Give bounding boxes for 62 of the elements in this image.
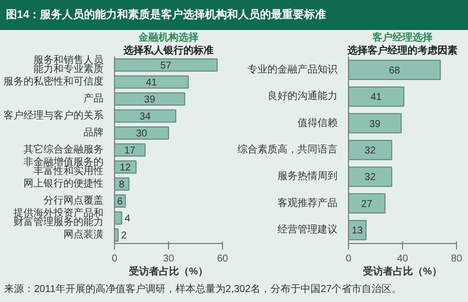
data-label: 13 <box>352 226 364 237</box>
y-tick-label: 产品 <box>84 92 104 104</box>
y-tick-label: 网上银行的便捷性 <box>24 178 104 190</box>
data-label: 27 <box>361 198 373 210</box>
bar <box>114 92 186 106</box>
source-note: 来源：2011年开展的高净值客户调研，样本总量为2,302名，分布于中国27个省市自治区。 <box>4 283 402 297</box>
data-label: 17 <box>124 146 136 156</box>
chart-subtitle: 选择私人银行的标准 <box>122 44 214 56</box>
y-tick-label: 服务热情周到 <box>278 170 338 182</box>
y-tick-label: 服务和销售人员能力和专业素质 <box>34 54 104 76</box>
data-label: 6 <box>117 196 124 208</box>
data-label: 32 <box>364 146 376 156</box>
y-tick-label: 网点装潢 <box>64 228 104 240</box>
data-label: 32 <box>364 172 376 184</box>
data-label: 30 <box>136 128 148 140</box>
x-tick-label: 80 <box>450 254 462 264</box>
data-label: 2 <box>121 230 128 242</box>
y-tick-label: 客观推荐产品 <box>278 196 338 209</box>
bar <box>114 211 122 225</box>
data-label: 41 <box>370 92 382 104</box>
bar <box>348 140 392 160</box>
y-tick-label: 分行网点覆盖 <box>44 194 104 206</box>
text: 图14：服务人员的能力和素质是客户选择机构和人员的最重要标准 <box>6 8 326 23</box>
y-tick-label: 提供海外投资产品和财富管理服务的能力 <box>14 206 104 228</box>
chart-title: 金融机构选择 <box>138 32 198 44</box>
chart-title: 客户经理选择 <box>372 32 432 44</box>
x-axis-title: 受访者占比（%） <box>128 266 208 278</box>
bar <box>114 126 169 140</box>
y-tick-label: 品牌 <box>84 126 104 138</box>
bar <box>114 58 218 72</box>
y-tick-label: 客户经理与客户的关系 <box>4 110 104 122</box>
y-tick-label: 专业的金融产品知识 <box>248 63 338 76</box>
data-label: 34 <box>140 112 152 122</box>
y-tick-label: 服务的私密性和可信度 <box>4 76 104 88</box>
x-tick-label: 40 <box>396 254 408 264</box>
bar <box>348 166 392 187</box>
x-tick-label: 0 <box>112 254 118 264</box>
y-tick-label: 值得信赖 <box>298 116 338 129</box>
data-label: 41 <box>146 78 158 88</box>
bar <box>114 109 176 123</box>
data-label: 68 <box>388 65 400 76</box>
y-tick-label: 良好的沟通能力 <box>268 90 338 102</box>
data-label: 8 <box>118 180 125 190</box>
bar <box>348 86 404 107</box>
data-label: 57 <box>160 60 172 72</box>
y-tick-label: 综合素质高，共同语言 <box>238 144 338 156</box>
x-tick-label: 60 <box>216 254 228 264</box>
y-tick-label: 经营管理建议 <box>278 224 338 236</box>
x-tick-label: 0 <box>346 254 352 264</box>
bar <box>348 193 386 214</box>
chart-subtitle: 选择客户经理的考虑因素 <box>346 44 458 56</box>
y-tick-label: 其它综合金融服务 <box>24 144 104 156</box>
bar <box>348 60 441 80</box>
bar <box>114 75 189 89</box>
data-label: 12 <box>120 162 132 174</box>
data-label: 4 <box>124 214 131 224</box>
bar <box>348 113 402 134</box>
x-tick-label: 30 <box>162 254 174 264</box>
y-tick-label: 非金融增值服务的丰富性和实用性 <box>24 156 104 178</box>
data-label: 39 <box>369 118 381 130</box>
data-label: 39 <box>144 94 156 106</box>
x-axis-title: 受访者占比（%） <box>362 266 442 278</box>
